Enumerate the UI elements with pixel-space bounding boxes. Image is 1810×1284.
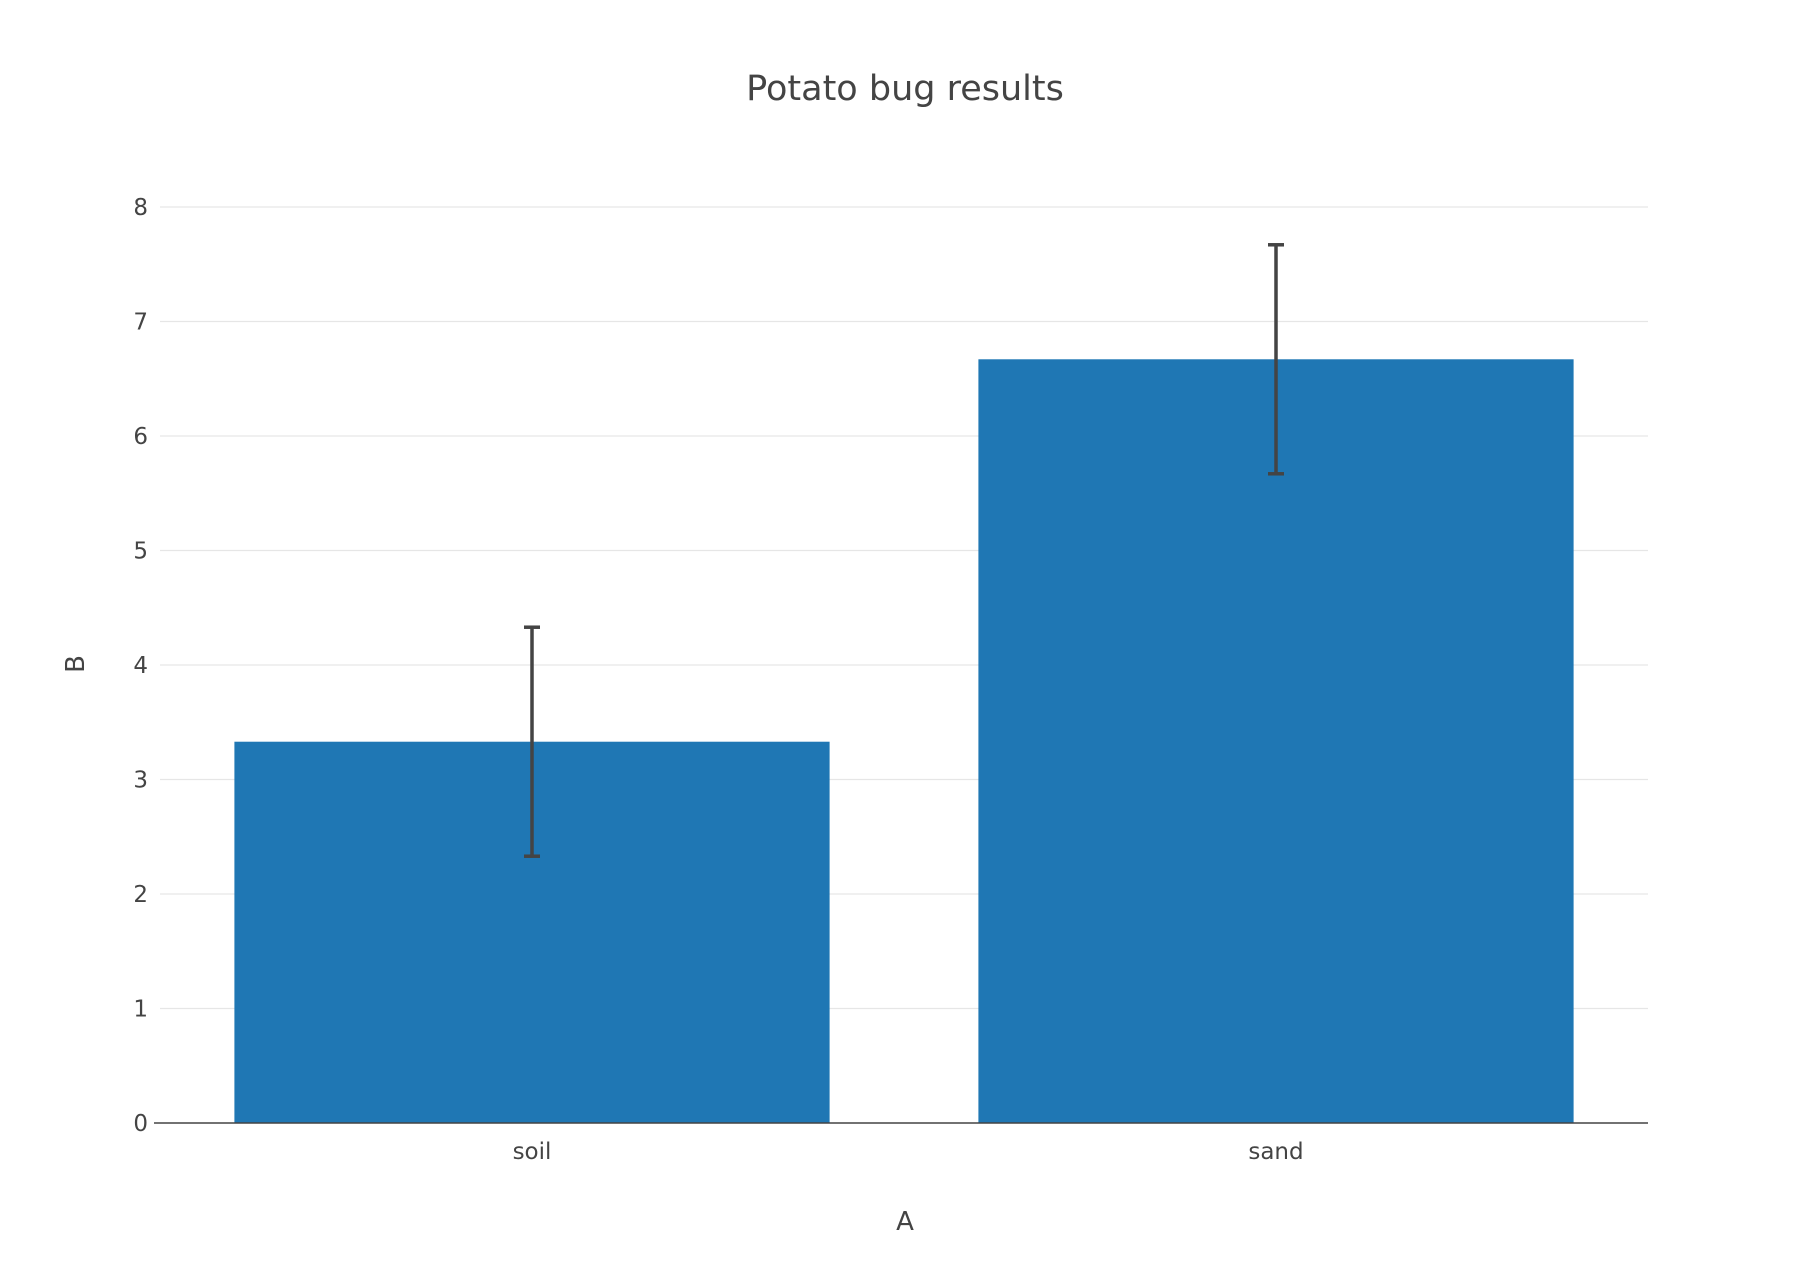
y-tick-label: 4 [133, 653, 148, 679]
y-tick-label: 3 [133, 768, 148, 794]
y-tick-label: 1 [133, 997, 148, 1023]
y-tick-label: 0 [133, 1111, 148, 1137]
y-tick-label: 2 [133, 882, 148, 908]
y-axis-title: B [61, 655, 91, 673]
x-axis-title: A [896, 1207, 914, 1237]
chart-title: Potato bug results [746, 69, 1064, 109]
bar-sand [978, 359, 1574, 1123]
y-tick-label: 6 [133, 424, 148, 450]
y-tick-label: 8 [133, 195, 148, 221]
x-tick-label: soil [513, 1139, 552, 1165]
y-tick-label: 7 [133, 310, 148, 336]
error-bar-soil [524, 625, 540, 858]
x-tick-labels: soil sand [513, 1139, 1304, 1165]
bars [234, 359, 1574, 1123]
error-bar-sand [1268, 243, 1284, 476]
y-tick-labels: 0 1 2 3 4 5 6 7 8 [133, 195, 148, 1137]
x-tick-label: sand [1248, 1139, 1303, 1165]
error-bars [524, 243, 1284, 858]
y-tick-label: 5 [133, 539, 148, 565]
